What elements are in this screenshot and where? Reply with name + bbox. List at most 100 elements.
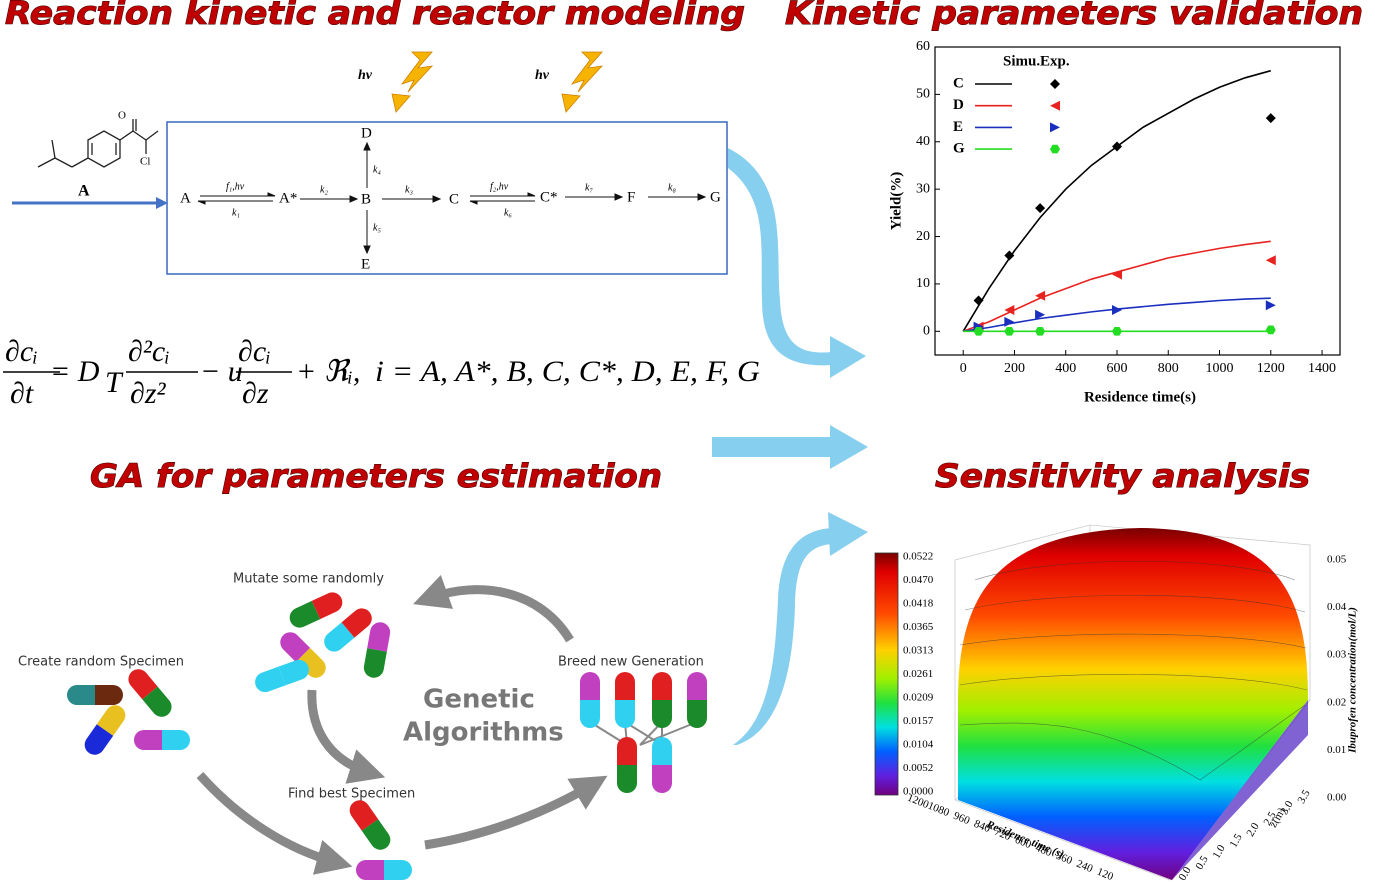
panel-title: Reaction kinetic and reactor modeling (5, 0, 745, 32)
eq-num: ∂cᵢ (238, 335, 271, 368)
z-tick-label: 0.04 (1327, 601, 1347, 613)
molecule (37, 119, 159, 168)
panel-title: Kinetic parameters validation (785, 0, 1363, 32)
molecule-label: A (78, 183, 90, 200)
x-tick-label: 200 (1004, 361, 1025, 376)
z-tick-label: 0.02 (1327, 696, 1346, 708)
x-tick-label: 600 (1013, 834, 1033, 851)
light-label: hν (358, 68, 373, 83)
x-tick-label: 600 (1106, 361, 1127, 376)
marker (1004, 326, 1015, 336)
capsule-half (84, 724, 114, 755)
capsule-half (652, 737, 672, 765)
x-tick-label: 400 (1055, 361, 1076, 376)
marker (1050, 144, 1060, 154)
capsule-half (96, 705, 126, 736)
marker (973, 295, 984, 306)
y-tick-label: 40 (916, 134, 930, 149)
eq-op: = D (50, 355, 100, 388)
rate-label: k₅ (373, 222, 381, 233)
ga-arrows (196, 574, 608, 875)
capsule-half (356, 860, 384, 880)
capsule-half (324, 622, 355, 652)
capsule-half (67, 685, 95, 705)
capsule (67, 685, 123, 705)
eq-sub: T (105, 366, 124, 399)
legend-label: E (953, 119, 963, 135)
capsule-half (652, 672, 672, 700)
y-tick-label: 60 (916, 39, 930, 54)
x-tick-label: 120 (1095, 866, 1115, 883)
x-axis-label: Residence time(s) (1084, 389, 1196, 405)
surface-contours (959, 561, 1308, 781)
marker (1035, 290, 1046, 301)
x-tick-label: 0 (960, 361, 967, 376)
marker (1265, 113, 1276, 124)
y-tick-label: 30 (916, 181, 930, 196)
capsule-half (617, 737, 637, 765)
capsule-half (255, 666, 286, 693)
flow-arrow (712, 148, 868, 745)
legend-label: G (953, 141, 965, 157)
colorbar (874, 552, 899, 796)
marker (1111, 141, 1122, 152)
eq-num: ∂cᵢ (5, 335, 38, 368)
colorbar-label: 0.0522 (903, 551, 933, 563)
marker (1050, 100, 1060, 111)
x-tick-label: 1200 (1257, 361, 1285, 376)
marker (1035, 309, 1046, 320)
capsule-half (652, 765, 672, 793)
panel-title: GA for parameters estimation (90, 457, 662, 495)
x-tick-label: 840 (972, 818, 992, 835)
scheme-box (166, 121, 728, 275)
x-tick-label: 800 (1158, 361, 1179, 376)
colorbar-label: 0.0052 (903, 762, 933, 774)
light-label: hν (535, 68, 550, 83)
capsule (280, 632, 326, 678)
species: C* (540, 189, 558, 205)
capsule-half (311, 592, 343, 620)
capsule (617, 737, 637, 793)
capsule (652, 737, 672, 793)
capsule-half (367, 622, 391, 652)
eq-den: ∂z² (130, 377, 166, 410)
y-tick-label: 20 (916, 229, 930, 244)
marker (1050, 122, 1060, 133)
z-tick-label: 0.01 (1327, 744, 1346, 756)
atom-label: Cl (140, 156, 150, 168)
y-tick-label: 10 (916, 276, 930, 291)
capsule-half (134, 730, 162, 750)
z-tick-label: 0.05 (1327, 554, 1347, 566)
capsule-half (617, 765, 637, 793)
y-tick-label: 2.0 (1244, 820, 1262, 838)
capsule (324, 608, 372, 652)
capsule (687, 672, 707, 728)
capsules (67, 592, 707, 880)
species: F (627, 189, 635, 205)
capsule (349, 800, 391, 850)
capsule-half (95, 685, 123, 705)
capsule-half (615, 700, 635, 728)
marker (973, 326, 984, 336)
capsule-half (361, 819, 391, 850)
species: A (180, 190, 191, 206)
legend-label: C (953, 75, 964, 91)
species: G (710, 189, 721, 205)
x-tick-label: 960 (952, 810, 972, 827)
colorbar-label: 0.0261 (903, 668, 933, 680)
rate-label: f₁,hν (226, 181, 245, 192)
marker (1004, 250, 1015, 261)
ga-step: Find best Specimen (288, 787, 415, 802)
capsule-half (687, 672, 707, 700)
capsule-half (384, 860, 412, 880)
y-tick-label: 0.5 (1193, 853, 1211, 871)
rate-label: k₃ (405, 184, 413, 195)
feed-arrow-head (156, 197, 168, 209)
species: C (449, 191, 459, 207)
eq-op: − u (200, 355, 243, 388)
marker (1111, 269, 1122, 280)
breed-links (589, 721, 698, 746)
ga-step: Mutate some randomly (233, 572, 384, 587)
marker (1035, 326, 1046, 336)
colorbar-label: 0.0209 (903, 692, 934, 704)
